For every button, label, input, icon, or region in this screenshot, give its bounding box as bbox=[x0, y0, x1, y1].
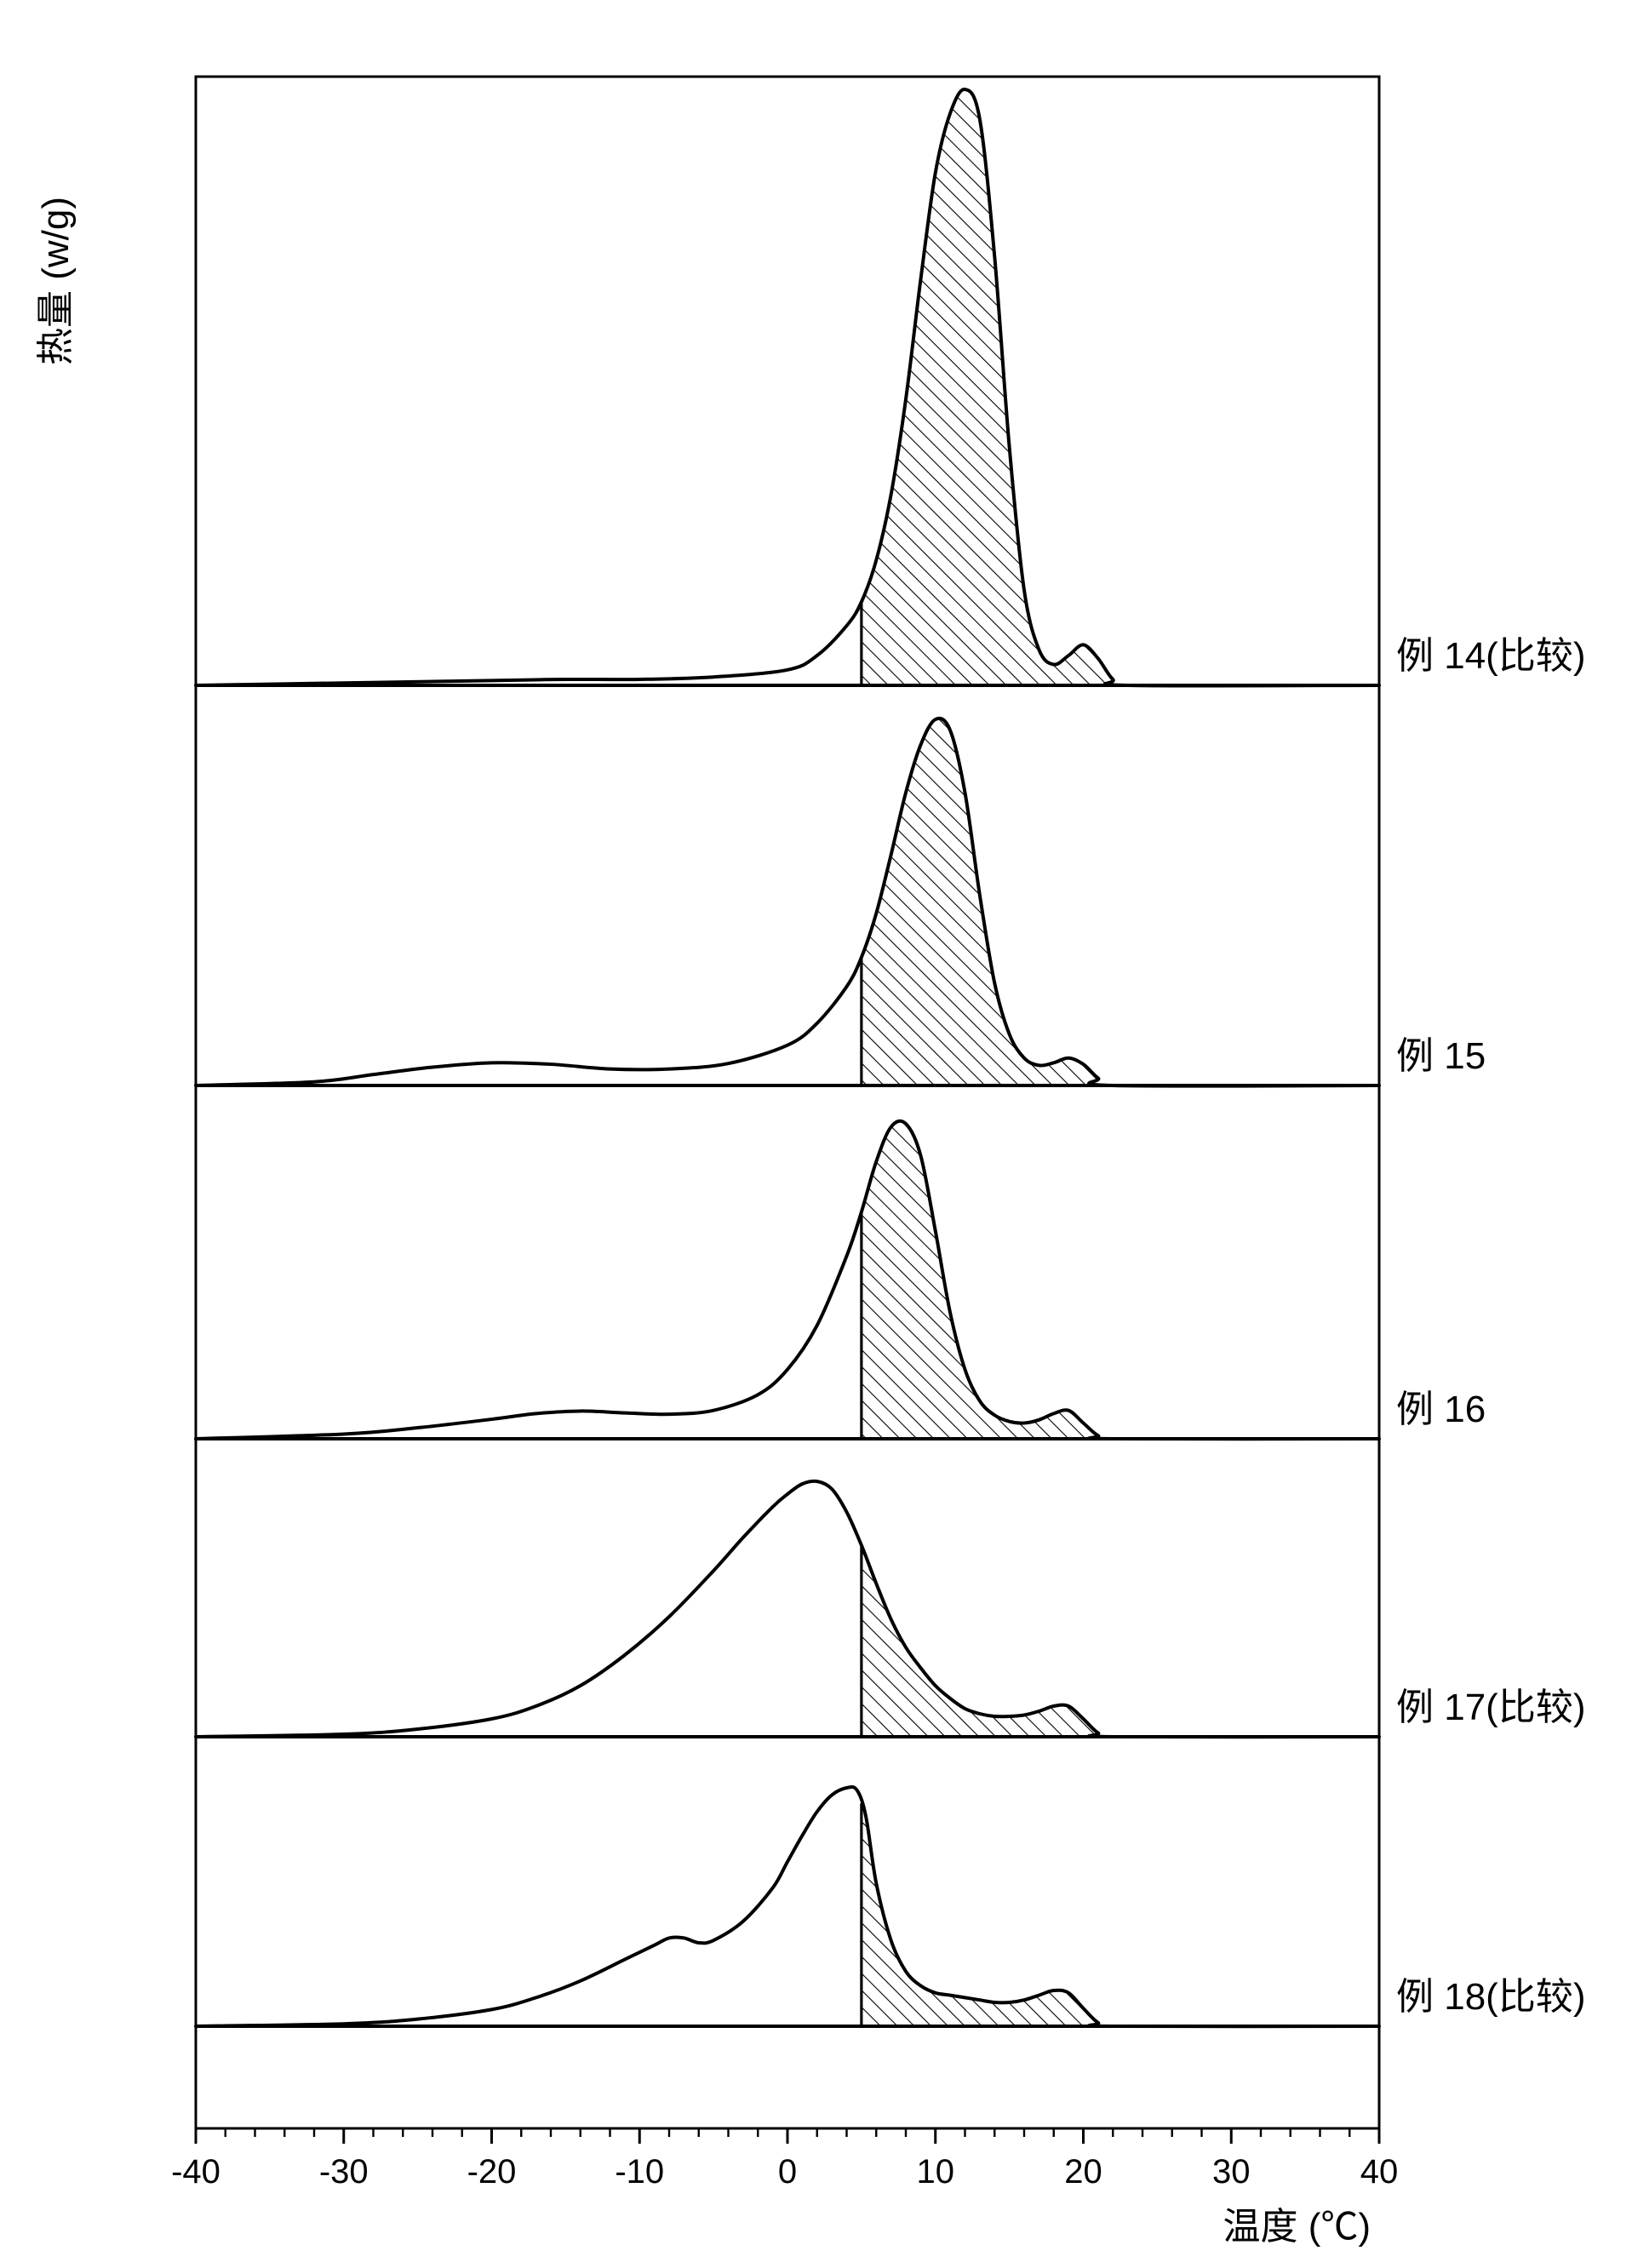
panel-label: 例 16 bbox=[1396, 1389, 1486, 1430]
y-axis-label: 热量 (w/g) bbox=[35, 197, 77, 365]
panel-label: 例 15 bbox=[1396, 1035, 1486, 1077]
x-tick-label: -40 bbox=[171, 2153, 220, 2191]
x-axis-label: 温度 (℃) bbox=[1223, 2206, 1371, 2248]
x-tick-label: -30 bbox=[319, 2153, 369, 2191]
x-tick-label: 20 bbox=[1064, 2153, 1102, 2191]
x-tick-label: 0 bbox=[778, 2153, 797, 2191]
x-tick-label: 40 bbox=[1360, 2153, 1399, 2191]
panel-label: 例 18(比较) bbox=[1396, 1976, 1585, 2018]
dsc-stacked-chart: 热量 (w/g) -40 -30 -20 -10 0 10 20 30 40 温度 (℃) 例 14(… bbox=[0, 0, 1632, 2268]
panel-label: 例 17(比较) bbox=[1396, 1687, 1585, 1728]
x-tick-label: -20 bbox=[467, 2153, 517, 2191]
x-tick-label: 10 bbox=[917, 2153, 955, 2191]
panel-label: 例 14(比较) bbox=[1396, 635, 1585, 677]
x-tick-label: 30 bbox=[1212, 2153, 1251, 2191]
x-tick-label: -10 bbox=[615, 2153, 664, 2191]
